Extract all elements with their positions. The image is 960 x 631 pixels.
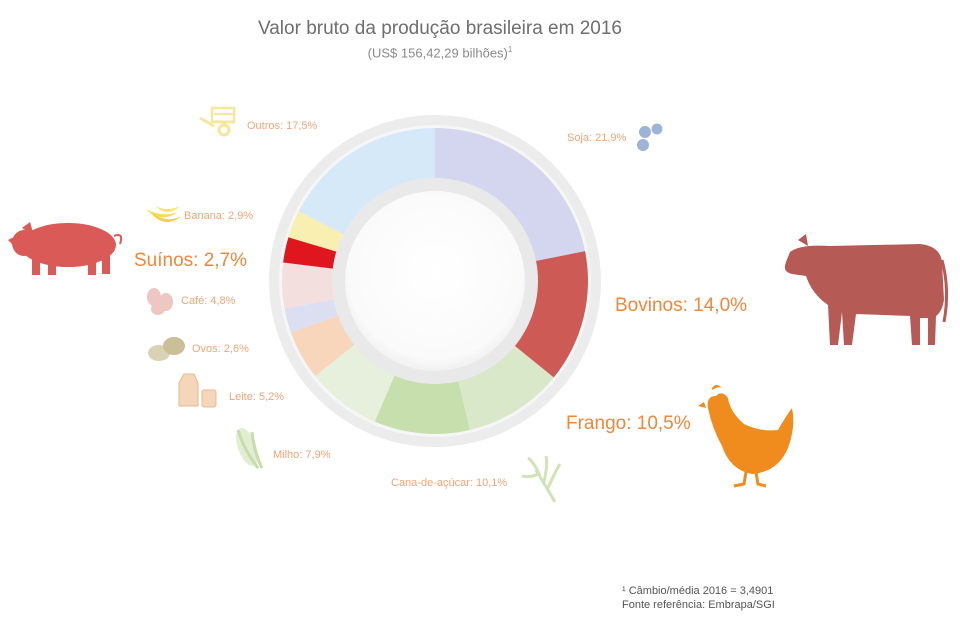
slice-label: Ovos: 2,6%: [192, 343, 249, 355]
footnote-exchange-rate: ¹ Câmbio/média 2016 = 3,4901: [622, 585, 774, 597]
banana-icon: [146, 206, 182, 223]
eggs-icon: [148, 337, 185, 361]
soy-icon: [637, 123, 663, 151]
pie-slice: [284, 298, 341, 333]
chicken-icon: [698, 385, 794, 488]
slice-label: Milho: 7,9%: [273, 449, 331, 461]
subtitle-text: (US$ 156,42,29 bilhões): [367, 45, 508, 61]
corn-icon: [236, 427, 264, 469]
slice-label: Cana-de-açúcar: 10,1%: [391, 477, 507, 489]
cow-icon: [784, 234, 949, 345]
coffee-icon: [147, 288, 173, 315]
wheelbarrow-icon: [199, 106, 236, 137]
footnote: ¹ Câmbio/média 2016 = 3,4901 Fonte refer…: [622, 584, 775, 612]
slice-label: Bovinos: 14,0%: [615, 295, 747, 316]
slice-label: Leite: 5,2%: [229, 391, 284, 403]
pie-slice: [457, 344, 554, 431]
sugarcane-icon: [521, 455, 562, 503]
pie-slice: [435, 128, 586, 262]
pie-slice: [283, 237, 340, 269]
pig-icon: [8, 222, 123, 275]
pie-slice: [298, 128, 435, 236]
slice-label: Outros: 17,5%: [247, 120, 318, 132]
chart-subtitle: (US$ 156,42,29 bilhões)1: [0, 45, 880, 60]
pie-slice: [374, 372, 470, 435]
slice-label: Soja: 21,9%: [567, 132, 627, 144]
slice-label: Frango: 10,5%: [566, 413, 691, 434]
subtitle-footnote-mark: 1: [507, 45, 513, 54]
pie-slice: [282, 262, 337, 309]
slice-label: Suínos: 2,7%: [134, 250, 247, 271]
milk-icon: [178, 373, 217, 408]
chart-title: Valor bruto da produção brasileira em 20…: [257, 18, 623, 39]
footnote-source: Fonte referência: Embrapa/SGI: [622, 599, 775, 611]
slice-label: Café: 4,8%: [181, 295, 236, 307]
slice-labels: Soja: 21,9% Bovinos: 14,0% Frango: 10,5% Ca…: [134, 120, 747, 489]
slice-label: Banana: 2,9%: [184, 210, 253, 222]
inner-hole: [345, 191, 525, 371]
pie-slice: [290, 314, 357, 377]
pie-slice: [288, 211, 346, 253]
pie-slice: [512, 251, 588, 378]
